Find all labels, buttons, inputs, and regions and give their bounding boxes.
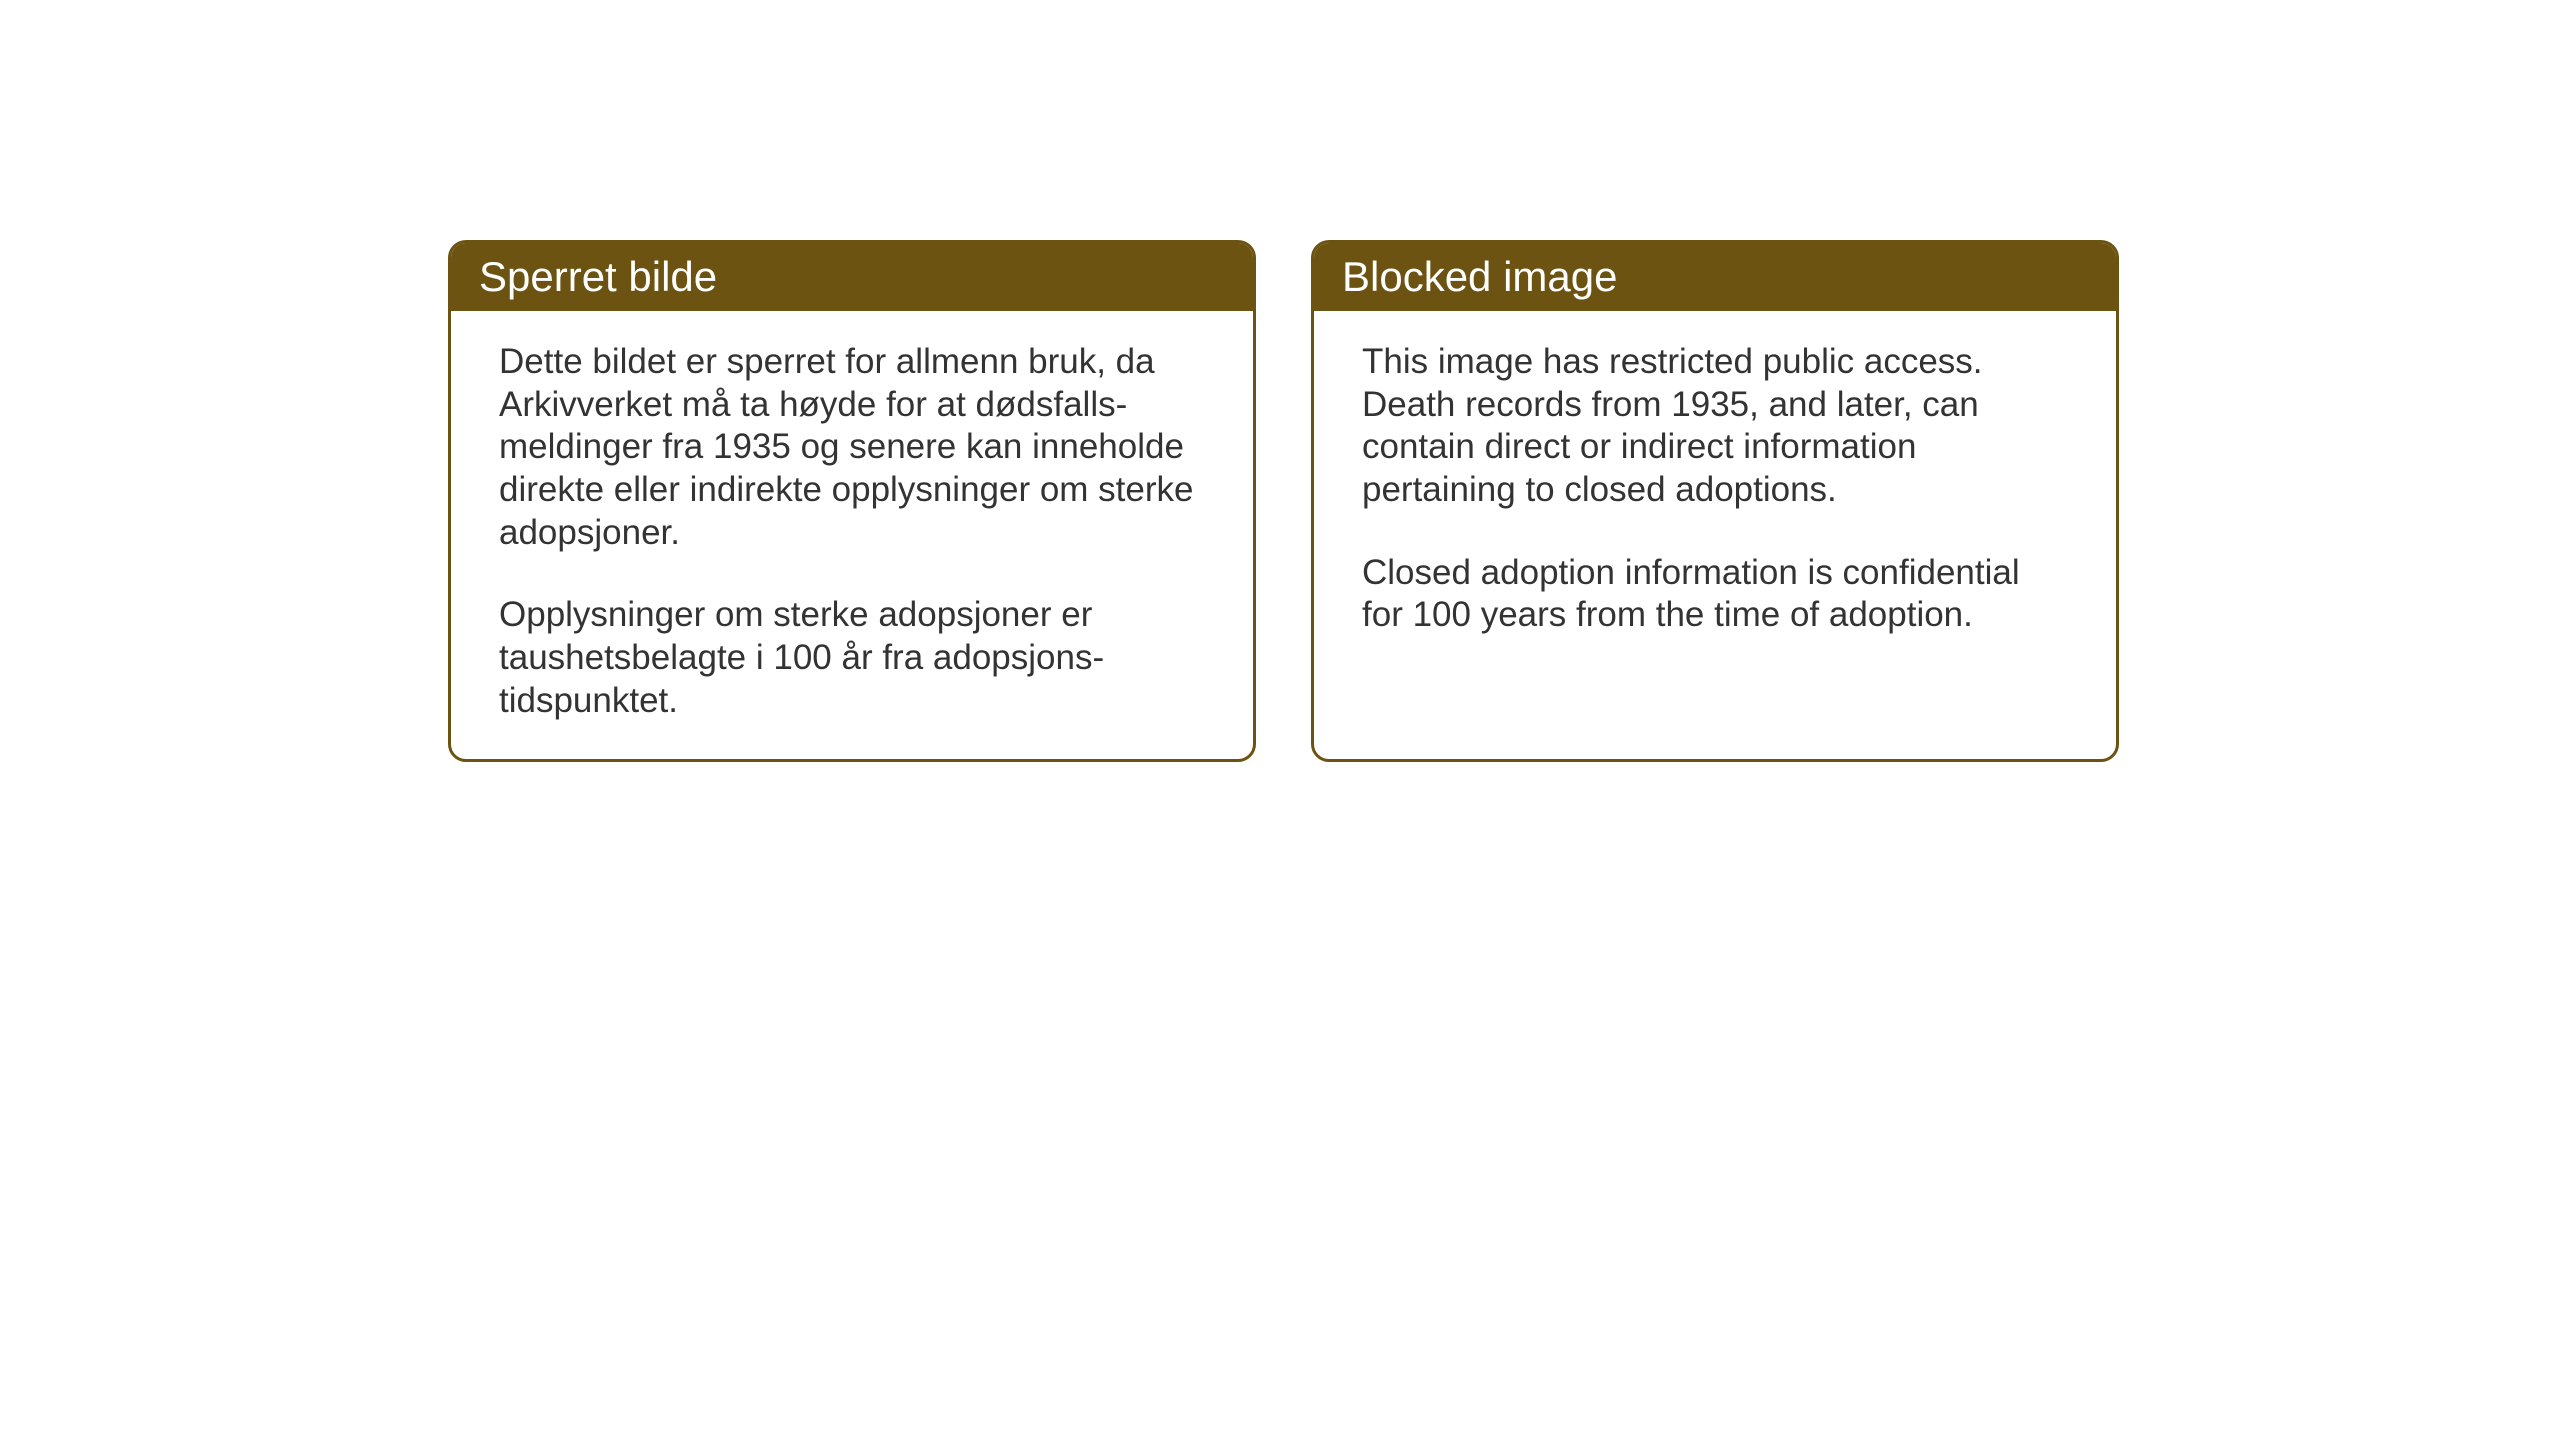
english-card-body: This image has restricted public access.… xyxy=(1314,311,2116,673)
norwegian-card-body: Dette bildet er sperret for allmenn bruk… xyxy=(451,311,1253,759)
norwegian-card: Sperret bilde Dette bildet er sperret fo… xyxy=(448,240,1256,762)
norwegian-card-header: Sperret bilde xyxy=(451,243,1253,311)
english-card: Blocked image This image has restricted … xyxy=(1311,240,2119,762)
norwegian-card-title: Sperret bilde xyxy=(479,253,717,300)
norwegian-paragraph-2: Opplysninger om sterke adopsjoner er tau… xyxy=(499,594,1205,722)
english-paragraph-2: Closed adoption information is confident… xyxy=(1362,552,2068,637)
english-card-header: Blocked image xyxy=(1314,243,2116,311)
english-paragraph-1: This image has restricted public access.… xyxy=(1362,341,2068,512)
english-card-title: Blocked image xyxy=(1342,253,1617,300)
norwegian-paragraph-1: Dette bildet er sperret for allmenn bruk… xyxy=(499,341,1205,554)
cards-container: Sperret bilde Dette bildet er sperret fo… xyxy=(448,240,2119,762)
